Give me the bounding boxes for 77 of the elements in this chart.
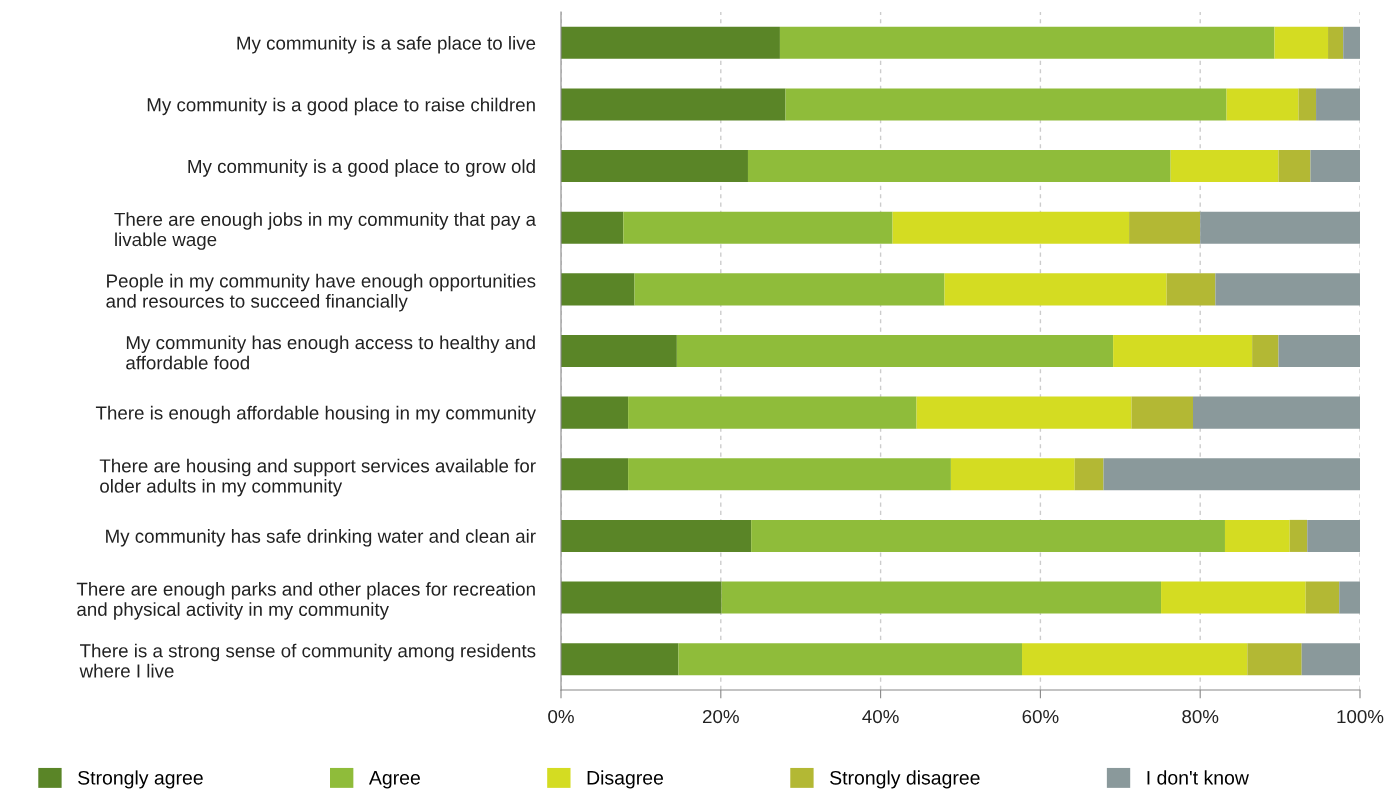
bar	[561, 150, 748, 183]
y-tick-label: People in my community have enough opportunities and resources to succeed financially	[106, 273, 536, 312]
bar	[561, 334, 677, 368]
bar	[1310, 150, 1360, 183]
y-tick-label: My community has enough access to healthy and affordable food	[126, 335, 535, 370]
bar	[1193, 396, 1360, 429]
bar	[944, 273, 1167, 306]
bar	[1274, 26, 1329, 59]
legend-label: Agree	[368, 771, 420, 789]
x-tick-label: 100%	[1337, 709, 1384, 724]
bar	[561, 519, 752, 552]
bar	[779, 26, 1275, 59]
bar	[721, 581, 1162, 614]
bar	[1298, 88, 1317, 121]
y-tick-label: There are enough parks and other places for recreation and physical activity in my community	[76, 582, 535, 620]
bar	[1307, 519, 1360, 552]
y-tick-label: There is a strong sense of community among residents where I live	[79, 643, 536, 678]
bar	[1200, 211, 1360, 244]
y-tick-label: My community is a good place to raise children	[147, 97, 535, 116]
bar	[628, 458, 951, 491]
bar	[1252, 334, 1279, 368]
bar	[561, 396, 629, 429]
bar	[1339, 581, 1360, 614]
bar	[747, 150, 1171, 183]
legend-label: Strongly disagree	[830, 770, 980, 789]
bar	[1278, 334, 1360, 368]
y-tick-label: There are enough jobs in my community that pay a livable wage	[114, 212, 537, 250]
bar	[1074, 458, 1104, 491]
bar	[785, 88, 1227, 121]
bar	[1022, 643, 1248, 676]
bar	[1224, 519, 1290, 552]
bar	[628, 396, 917, 429]
bar	[561, 273, 635, 306]
bar	[561, 643, 679, 676]
bar	[634, 273, 945, 306]
bar	[561, 88, 786, 121]
bar	[1215, 273, 1360, 306]
bar	[1301, 643, 1360, 676]
bar	[1247, 643, 1302, 676]
bar	[1166, 273, 1216, 306]
bar	[1131, 396, 1194, 429]
bar	[892, 211, 1130, 244]
y-tick-label: There are housing and support services available for older adults in my community	[99, 458, 536, 497]
bar	[1343, 26, 1360, 59]
bar	[1226, 88, 1299, 121]
bar	[1129, 211, 1201, 244]
bar	[1278, 150, 1311, 183]
bar	[561, 211, 624, 244]
x-tick-label: 0%	[548, 709, 574, 724]
y-tick-label: My community is a good place to grow old	[188, 159, 535, 177]
legend-label: Disagree	[587, 770, 664, 789]
bar	[1316, 88, 1360, 121]
bar	[1328, 26, 1344, 59]
x-tick-label: 20%	[702, 709, 739, 724]
y-tick-label: There is enough affordable housing in my community	[95, 405, 536, 424]
bar	[950, 458, 1075, 491]
bar	[676, 334, 1114, 368]
x-tick-label: 40%	[862, 709, 899, 724]
x-tick-label: 80%	[1182, 709, 1219, 724]
bar	[561, 581, 722, 614]
bar	[1305, 581, 1340, 614]
legend-label: Strongly agree	[78, 770, 203, 789]
x-tick-label: 60%	[1022, 709, 1059, 724]
bar	[1103, 458, 1360, 491]
bar	[1113, 334, 1253, 368]
y-tick-label: My community is a safe place to live	[237, 36, 536, 54]
bar	[1161, 581, 1306, 614]
bar	[623, 211, 893, 244]
y-tick-label: My community has safe drinking water and clean air	[106, 529, 536, 547]
legend-label: I don't know	[1147, 770, 1249, 785]
bar	[561, 26, 780, 59]
bar	[1289, 519, 1308, 552]
bar	[678, 643, 1023, 676]
bar	[916, 396, 1132, 429]
bar	[751, 519, 1225, 552]
bar	[1170, 150, 1279, 183]
bar	[561, 458, 629, 491]
